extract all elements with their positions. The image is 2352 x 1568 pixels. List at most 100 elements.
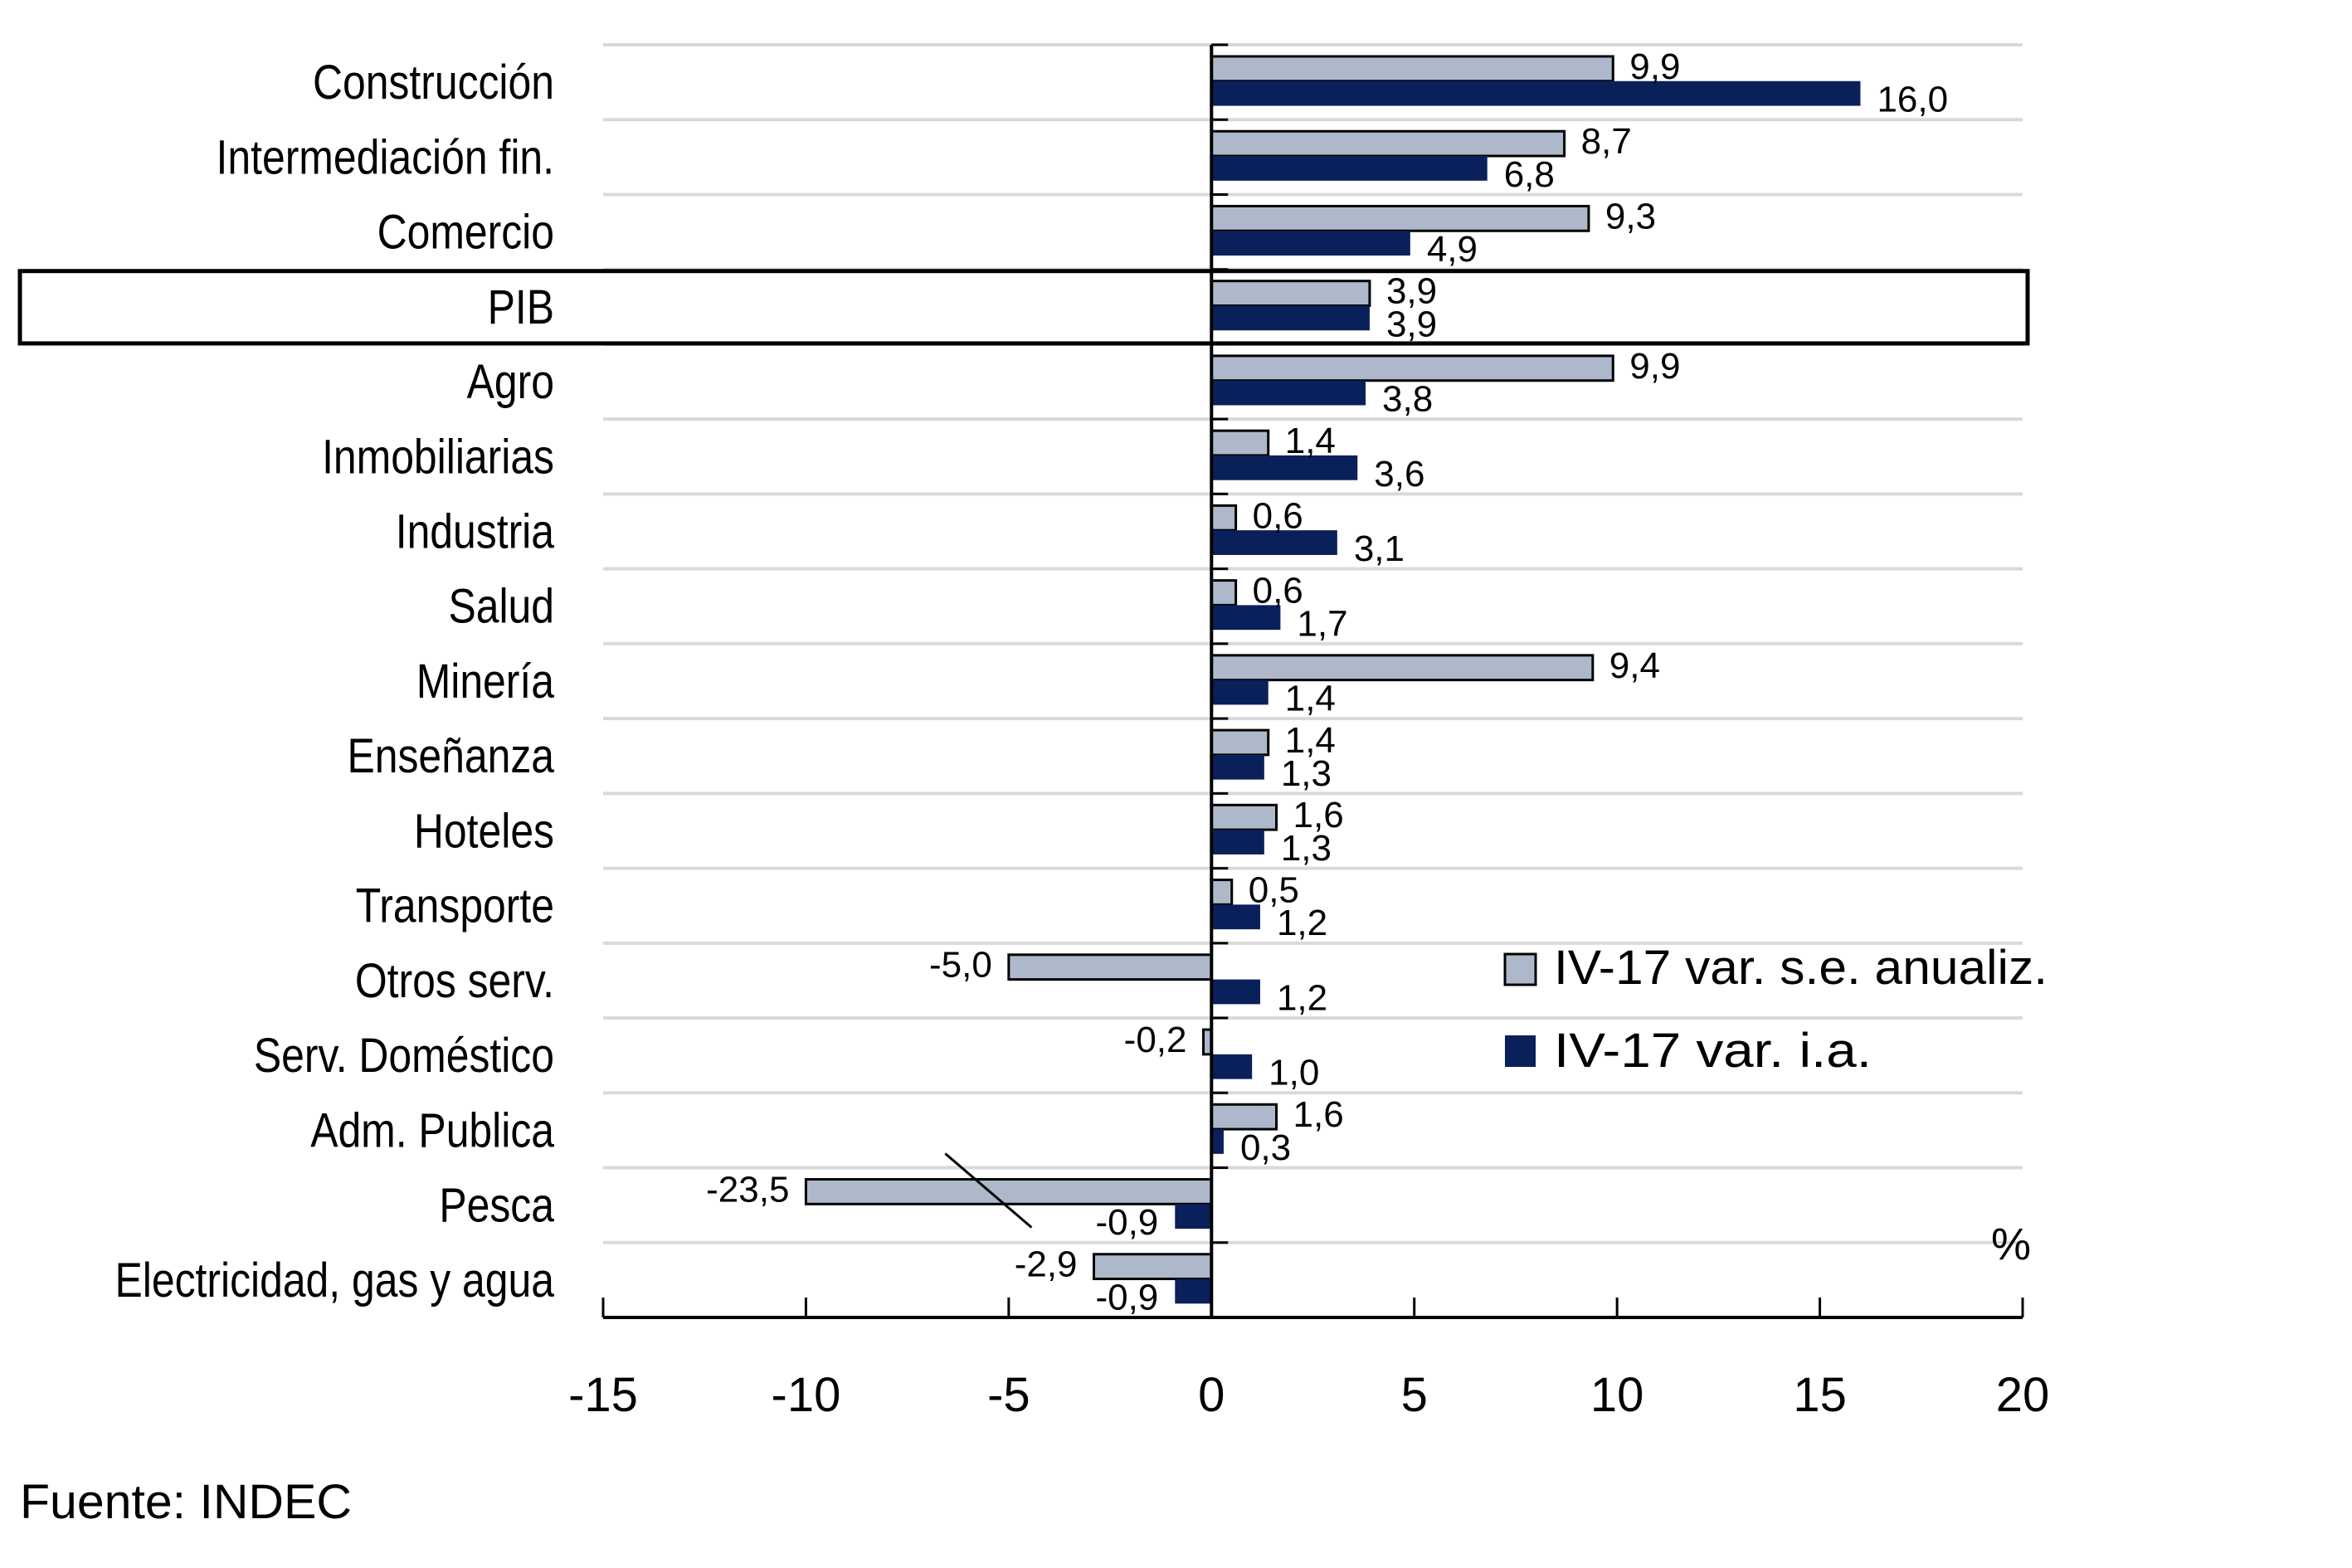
bar-iv-17-var-i-a-agro [1211, 380, 1366, 406]
value-label-iv-17-var-i-a-electricidad-gas-y-agua: -0,9 [1095, 1277, 1158, 1317]
value-label-iv-17-var-s-e-anualiz-pesca: -23,5 [706, 1169, 789, 1210]
value-label-iv-17-var-s-e-anualiz-electricidad-gas-y-agua: -2,9 [1015, 1244, 1078, 1285]
category-label-adm-publica: Adm. Publica [310, 1104, 555, 1157]
legend-swatch-se-anualiz [1503, 952, 1537, 986]
category-label-intermediacion-fin: Intermediación fin. [217, 131, 554, 184]
x-tick-label: 0 [1198, 1368, 1225, 1422]
value-label-iv-17-var-i-a-industria: 3,1 [1354, 528, 1405, 569]
value-label-iv-17-var-s-e-anualiz-salud: 0,6 [1253, 571, 1303, 611]
category-label-inmobiliarias: Inmobiliarias [322, 431, 554, 484]
labels: Construcción Intermediación fin. Comercio P… [115, 46, 2050, 1422]
x-tick-label: -5 [987, 1368, 1030, 1422]
bar-iv-17-var-s-e-anualiz-mineria [1210, 654, 1595, 682]
value-label-iv-17-var-s-e-anualiz-pib: 3,9 [1386, 271, 1437, 312]
legend: IV-17 var. s.e. anualiz. IV-17 var. i.a. [1503, 941, 2048, 1078]
value-label-iv-17-var-s-e-anualiz-transporte: 0,5 [1249, 869, 1299, 910]
value-label-iv-17-var-s-e-anualiz-hoteles: 1,6 [1293, 795, 1344, 835]
highlight-box-layer [17, 269, 2030, 346]
category-label-industria: Industria [396, 505, 555, 558]
bar-iv-17-var-s-e-anualiz-ensenanza [1210, 728, 1270, 757]
bar-iv-17-var-i-a-pesca [1175, 1204, 1212, 1230]
bar-iv-17-var-i-a-ensenanza [1211, 754, 1264, 780]
value-label-iv-17-var-i-a-intermediacion-fin: 6,8 [1504, 154, 1555, 195]
value-label-iv-17-var-i-a-agro: 3,8 [1382, 379, 1433, 420]
bar-iv-17-var-s-e-anualiz-electricidad-gas-y-agua [1093, 1253, 1213, 1281]
value-label-iv-17-var-i-a-transporte: 1,2 [1277, 903, 1327, 943]
legend-swatch-ia [1505, 1035, 1536, 1067]
x-tick-label: 15 [1793, 1368, 1847, 1422]
bar-iv-17-var-s-e-anualiz-hoteles [1210, 803, 1278, 831]
bar-iv-17-var-i-a-pib [1211, 305, 1370, 331]
value-label-iv-17-var-i-a-pesca: -0,9 [1095, 1202, 1158, 1243]
bar-iv-17-var-i-a-serv-domestico [1211, 1054, 1253, 1079]
bar-iv-17-var-i-a-inmobiliarias [1211, 455, 1358, 480]
x-tick-label: -15 [568, 1368, 638, 1422]
bar-iv-17-var-s-e-anualiz-inmobiliarias [1210, 429, 1270, 457]
bar-iv-17-var-i-a-salud [1211, 605, 1281, 631]
bar-iv-17-var-s-e-anualiz-pesca [804, 1178, 1213, 1205]
value-label-iv-17-var-s-e-anualiz-ensenanza: 1,4 [1285, 720, 1336, 761]
unit-label: % [1991, 1220, 2031, 1269]
category-label-electricidad-gas-y-agua: Electricidad, gas y agua [115, 1254, 555, 1307]
category-label-salud: Salud [448, 580, 554, 633]
x-tick-label: 10 [1590, 1368, 1644, 1422]
value-label-iv-17-var-s-e-anualiz-otros-serv: -5,0 [929, 945, 992, 986]
category-label-comercio: Comercio [377, 206, 554, 259]
bar-iv-17-var-i-a-mineria [1211, 679, 1269, 705]
source-note: Fuente: INDEC [20, 1475, 352, 1529]
value-label-iv-17-var-s-e-anualiz-comercio: 9,3 [1605, 196, 1656, 236]
category-label-transporte: Transporte [356, 879, 554, 933]
category-label-pesca: Pesca [439, 1179, 554, 1232]
value-label-iv-17-var-s-e-anualiz-construccion: 9,9 [1629, 46, 1680, 87]
category-label-agro: Agro [467, 356, 554, 409]
bar-iv-17-var-i-a-transporte [1211, 904, 1260, 930]
bar-iv-17-var-i-a-hoteles [1211, 830, 1264, 855]
category-label-construccion: Construcción [313, 56, 554, 110]
value-label-iv-17-var-s-e-anualiz-serv-domestico: -0,2 [1124, 1020, 1187, 1060]
category-label-otros-serv: Otros serv. [355, 954, 554, 1007]
value-label-iv-17-var-i-a-inmobiliarias: 3,6 [1374, 454, 1424, 494]
gridlines [603, 43, 2023, 1244]
value-label-iv-17-var-s-e-anualiz-intermediacion-fin: 8,7 [1581, 121, 1632, 162]
x-tick-label: 20 [1996, 1368, 2050, 1422]
value-label-iv-17-var-i-a-adm-publica: 0,3 [1240, 1127, 1291, 1168]
bar-iv-17-var-s-e-anualiz-otros-serv [1007, 953, 1213, 981]
bar-iv-17-var-i-a-electricidad-gas-y-agua [1175, 1278, 1212, 1304]
x-tick-label: -10 [772, 1368, 841, 1422]
value-label-iv-17-var-i-a-salud: 1,7 [1297, 603, 1347, 644]
value-label-iv-17-var-s-e-anualiz-agro: 9,9 [1629, 346, 1680, 387]
value-label-iv-17-var-i-a-construccion: 16,0 [1877, 80, 1948, 120]
bar-iv-17-var-s-e-anualiz-construccion [1210, 55, 1614, 83]
legend-label-ia: IV-17 var. i.a. [1554, 1024, 1872, 1078]
value-label-iv-17-var-i-a-serv-domestico: 1,0 [1269, 1053, 1319, 1093]
bar-iv-17-var-s-e-anualiz-transporte [1210, 879, 1234, 906]
category-label-serv-domestico: Serv. Doméstico [254, 1030, 554, 1083]
value-label-iv-17-var-s-e-anualiz-industria: 0,6 [1253, 495, 1303, 536]
value-label-iv-17-var-s-e-anualiz-inmobiliarias: 1,4 [1285, 421, 1336, 461]
bar-iv-17-var-s-e-anualiz-comercio [1210, 204, 1590, 232]
bar-iv-17-var-i-a-otros-serv [1211, 979, 1260, 1005]
bar-iv-17-var-s-e-anualiz-intermediacion-fin [1210, 129, 1566, 158]
bar-iv-17-var-i-a-construccion [1211, 80, 1861, 106]
category-label-mineria: Minería [416, 655, 555, 709]
x-tick-label: 5 [1401, 1368, 1428, 1422]
bar-iv-17-var-i-a-intermediacion-fin [1211, 155, 1488, 181]
bar-iv-17-var-s-e-anualiz-industria [1210, 504, 1238, 532]
axis-break-mark [944, 1152, 1033, 1229]
value-label-iv-17-var-i-a-pib: 3,9 [1386, 304, 1437, 344]
bar-iv-17-var-i-a-industria [1211, 530, 1337, 555]
value-label-iv-17-var-i-a-hoteles: 1,3 [1281, 828, 1332, 869]
category-label-ensenanza: Enseñanza [347, 730, 554, 783]
category-label-pib: PIB [488, 280, 554, 334]
value-label-iv-17-var-s-e-anualiz-mineria: 9,4 [1609, 645, 1660, 686]
category-label-hoteles: Hoteles [414, 805, 554, 858]
value-label-iv-17-var-i-a-mineria: 1,4 [1285, 679, 1336, 719]
value-label-iv-17-var-s-e-anualiz-adm-publica: 1,6 [1293, 1094, 1344, 1135]
bar-iv-17-var-i-a-adm-publica [1211, 1129, 1224, 1154]
bar-iv-17-var-s-e-anualiz-adm-publica [1210, 1103, 1278, 1131]
bar-iv-17-var-i-a-comercio [1211, 231, 1410, 256]
value-label-iv-17-var-i-a-ensenanza: 1,3 [1281, 753, 1332, 794]
bar-iv-17-var-s-e-anualiz-agro [1210, 354, 1614, 382]
